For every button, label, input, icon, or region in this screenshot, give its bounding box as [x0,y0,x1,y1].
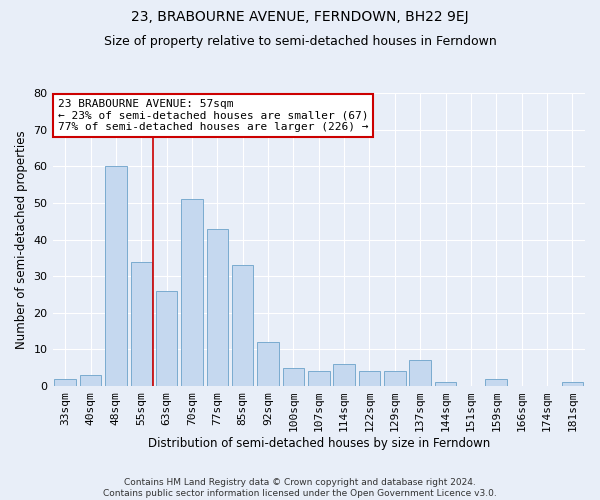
Bar [181,199,203,386]
Bar [55,379,76,386]
Y-axis label: Number of semi-detached properties: Number of semi-detached properties [15,130,28,349]
Bar [435,382,457,386]
Bar [80,375,101,386]
Bar [308,372,329,386]
Bar [409,360,431,386]
Bar [384,372,406,386]
Text: 23 BRABOURNE AVENUE: 57sqm
← 23% of semi-detached houses are smaller (67)
77% of: 23 BRABOURNE AVENUE: 57sqm ← 23% of semi… [58,99,368,132]
Bar [334,364,355,386]
Bar [156,291,178,386]
Bar [359,372,380,386]
Bar [562,382,583,386]
Bar [283,368,304,386]
Bar [105,166,127,386]
Bar [131,262,152,386]
X-axis label: Distribution of semi-detached houses by size in Ferndown: Distribution of semi-detached houses by … [148,437,490,450]
Bar [206,228,228,386]
Bar [232,265,253,386]
Text: Contains HM Land Registry data © Crown copyright and database right 2024.
Contai: Contains HM Land Registry data © Crown c… [103,478,497,498]
Bar [485,379,507,386]
Bar [257,342,279,386]
Text: Size of property relative to semi-detached houses in Ferndown: Size of property relative to semi-detach… [104,35,496,48]
Text: 23, BRABOURNE AVENUE, FERNDOWN, BH22 9EJ: 23, BRABOURNE AVENUE, FERNDOWN, BH22 9EJ [131,10,469,24]
